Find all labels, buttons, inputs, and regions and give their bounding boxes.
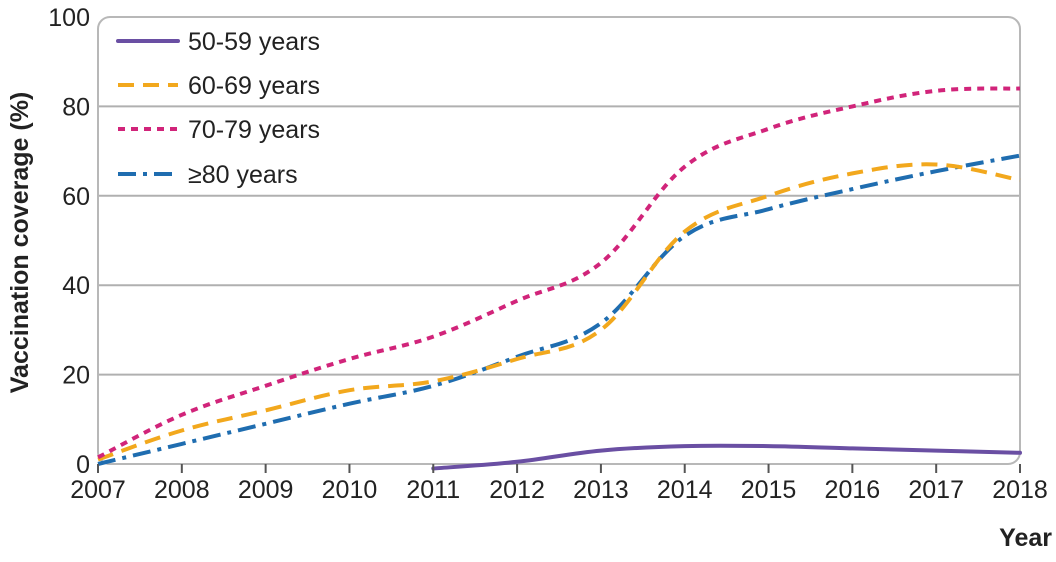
x-tick-label: 2011 bbox=[406, 476, 460, 504]
y-axis-ticks: 0 20 40 60 80 100 bbox=[48, 4, 90, 479]
series-line-0 bbox=[431, 443, 1022, 471]
x-tick-label: 2016 bbox=[825, 476, 881, 504]
y-tick-label: 80 bbox=[62, 93, 90, 121]
y-tick-label: 60 bbox=[62, 183, 90, 211]
legend: 50-59 years 60-69 years 70-79 years ≥80 yea… bbox=[116, 28, 320, 189]
legend-label: 50-59 years bbox=[188, 28, 320, 56]
y-axis-title: Vaccination coverage (%) bbox=[6, 92, 34, 394]
legend-label: 60-69 years bbox=[188, 72, 320, 100]
grid-lines bbox=[98, 105, 1020, 376]
x-tick-label: 2010 bbox=[322, 476, 378, 504]
x-tick-label: 2007 bbox=[70, 476, 126, 504]
x-tick-label: 2012 bbox=[489, 476, 545, 504]
legend-label: 70-79 years bbox=[188, 116, 320, 144]
series-line-1 bbox=[97, 162, 1021, 462]
legend-label: ≥80 years bbox=[188, 161, 298, 189]
x-tick-label: 2009 bbox=[238, 476, 294, 504]
x-tick-label: 2008 bbox=[154, 476, 210, 504]
x-tick-label: 2017 bbox=[908, 476, 964, 504]
series-lines bbox=[97, 86, 1022, 471]
x-tick-label: 2018 bbox=[992, 476, 1048, 504]
x-tick-label: 2014 bbox=[657, 476, 713, 504]
series-line-3 bbox=[97, 153, 1021, 466]
y-tick-label: 20 bbox=[62, 362, 90, 390]
y-tick-label: 0 bbox=[76, 451, 90, 479]
plot-area-frame bbox=[97, 16, 1021, 465]
y-tick-label: 40 bbox=[62, 272, 90, 300]
x-axis-title: Year bbox=[999, 524, 1052, 552]
x-tick-label: 2013 bbox=[573, 476, 629, 504]
y-tick-label: 100 bbox=[48, 4, 90, 32]
x-tick-label: 2015 bbox=[741, 476, 797, 504]
x-axis-ticks: 2007 2008 2009 2010 2011 2012 2013 2014 2015 2016… bbox=[70, 464, 1048, 504]
